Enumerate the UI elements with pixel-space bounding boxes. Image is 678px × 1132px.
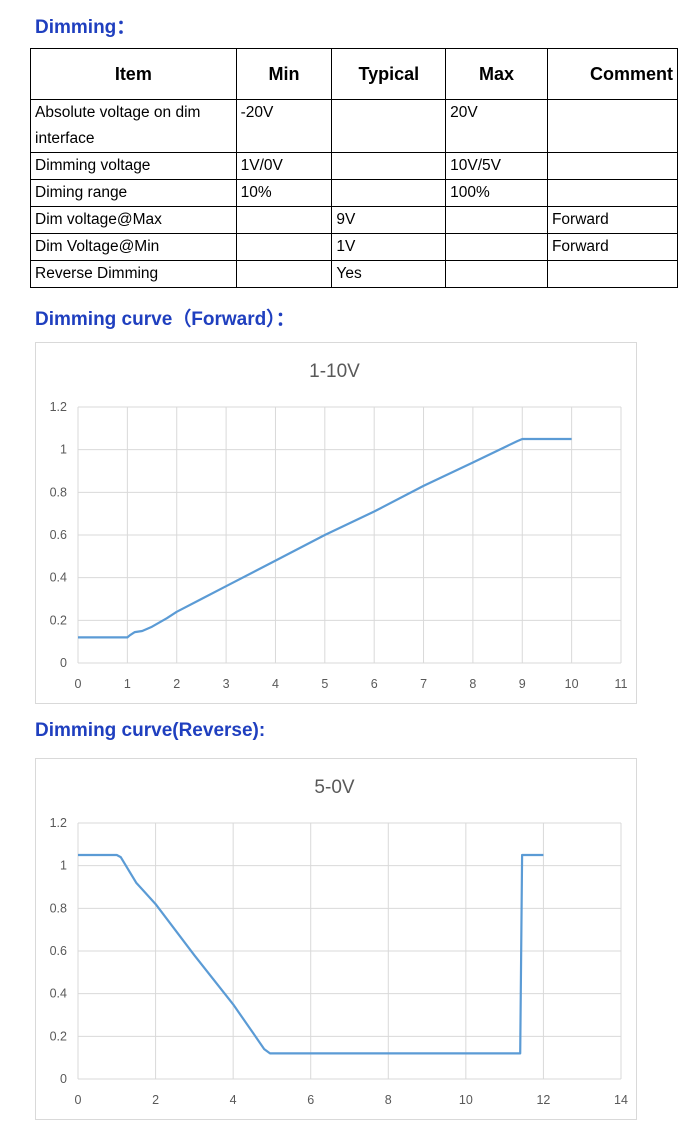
y-tick-label: 1 (60, 443, 67, 457)
x-tick-label: 9 (519, 677, 526, 691)
table-row: Dimming voltage 1V/0V 10V/5V (30, 152, 678, 180)
table-row: Absolute voltage on dim interface -20V 2… (30, 99, 678, 153)
table-cell-max: 10V/5V (445, 152, 548, 180)
table-cell-typical: 1V (331, 233, 447, 261)
table-cell-item: Dimming voltage (30, 152, 237, 180)
table-cell-min: 10% (235, 179, 333, 207)
table-cell-typical: 9V (331, 206, 447, 234)
series-line (78, 437, 572, 639)
x-tick-label: 8 (385, 1093, 392, 1107)
x-tick-label: 11 (615, 677, 628, 691)
chart-title: 1-10V (309, 361, 360, 382)
table-cell-comment (546, 152, 678, 180)
y-tick-label: 0 (60, 656, 67, 670)
col-header-typical: Typical (331, 48, 447, 100)
table-cell-item: Dim Voltage@Min (30, 233, 237, 261)
x-tick-label: 1 (124, 677, 131, 691)
table-cell-item: Dim voltage@Max (30, 206, 237, 234)
col-header-comment: Comment (546, 48, 678, 100)
table-row: Dim voltage@Max 9V Forward (30, 206, 678, 234)
table-cell-comment (546, 99, 678, 153)
y-tick-label: 0.2 (50, 613, 67, 627)
table-cell-typical (331, 99, 447, 153)
x-tick-label: 5 (321, 677, 328, 691)
x-tick-label: 10 (565, 677, 579, 691)
x-tick-label: 8 (469, 677, 476, 691)
y-tick-label: 1.2 (50, 400, 67, 414)
x-tick-label: 0 (75, 677, 82, 691)
spec-table-header-row: Item Min Typical Max Comment (30, 48, 678, 100)
x-tick-label: 3 (223, 677, 230, 691)
table-cell-typical (331, 179, 447, 207)
table-row: Dim Voltage@Min 1V Forward (30, 233, 678, 261)
y-tick-label: 1.2 (50, 816, 67, 830)
y-tick-label: 0.2 (50, 1029, 67, 1043)
table-cell-comment: Forward (546, 233, 678, 261)
table-cell-item: Absolute voltage on dim interface (30, 99, 237, 153)
table-cell-comment (546, 260, 678, 288)
table-cell-comment: Forward (546, 206, 678, 234)
x-tick-label: 10 (459, 1093, 473, 1107)
table-row: Reverse Dimming Yes (30, 260, 678, 288)
x-tick-label: 2 (152, 1093, 159, 1107)
table-cell-comment (546, 179, 678, 207)
table-cell-item: Reverse Dimming (30, 260, 237, 288)
y-tick-label: 1 (60, 859, 67, 873)
table-cell-min: -20V (235, 99, 333, 153)
col-header-min: Min (235, 48, 333, 100)
reverse-chart-frame: 5-0V 0 0.2 0.4 0.6 0.8 1 1.2 0 2 4 6 8 10 12 14 (35, 758, 637, 1120)
table-cell-item: Diming range (30, 179, 237, 207)
x-tick-label: 2 (173, 677, 180, 691)
spec-table: Item Min Typical Max Comment Absolute vo… (30, 48, 678, 288)
y-tick-label: 0.6 (50, 528, 67, 542)
x-tick-label: 14 (614, 1093, 628, 1107)
table-cell-max (445, 206, 548, 234)
table-cell-min (235, 260, 333, 288)
y-tick-label: 0 (60, 1072, 67, 1086)
y-tick-label: 0.4 (50, 987, 67, 1001)
table-cell-typical (331, 152, 447, 180)
forward-curve-heading: Dimming curve（Forward）： (35, 309, 295, 330)
reverse-curve-heading: Dimming curve(Reverse): (35, 720, 266, 741)
table-cell-max (445, 233, 548, 261)
x-tick-label: 6 (371, 677, 378, 691)
y-tick-label: 0.8 (50, 901, 67, 915)
col-header-max: Max (445, 48, 548, 100)
y-tick-label: 0.8 (50, 485, 67, 499)
forward-dimming-chart: 1-10V 0 0.2 0.4 0.6 0.8 1 1.2 0 1 2 3 4 5 6 7 8 9 10 11 (50, 361, 628, 691)
y-tick-label: 0.6 (50, 944, 67, 958)
table-cell-max: 100% (445, 179, 548, 207)
x-tick-label: 7 (420, 677, 427, 691)
x-tick-label: 4 (230, 1093, 237, 1107)
x-tick-label: 4 (272, 677, 279, 691)
dimming-heading: Dimming： (35, 17, 136, 38)
forward-chart-frame: 1-10V 0 0.2 0.4 0.6 0.8 1 1.2 0 1 2 3 4 5 6 7 8 9 10 11 (35, 342, 637, 704)
col-header-item: Item (30, 48, 237, 100)
table-cell-min (235, 233, 333, 261)
x-tick-label: 0 (75, 1093, 82, 1107)
series-line (78, 853, 544, 1055)
table-cell-typical: Yes (331, 260, 447, 288)
y-tick-label: 0.4 (50, 571, 67, 585)
x-tick-label: 12 (536, 1093, 550, 1107)
table-cell-max: 20V (445, 99, 548, 153)
x-tick-label: 6 (307, 1093, 314, 1107)
table-cell-min (235, 206, 333, 234)
chart-title: 5-0V (314, 777, 354, 798)
reverse-dimming-chart: 5-0V 0 0.2 0.4 0.6 0.8 1 1.2 0 2 4 6 8 10 12 14 (50, 777, 628, 1107)
table-cell-max (445, 260, 548, 288)
table-row: Diming range 10% 100% (30, 179, 678, 207)
spec-table-clip: Item Min Typical Max Comment Absolute vo… (0, 0, 678, 300)
table-cell-min: 1V/0V (235, 152, 333, 180)
